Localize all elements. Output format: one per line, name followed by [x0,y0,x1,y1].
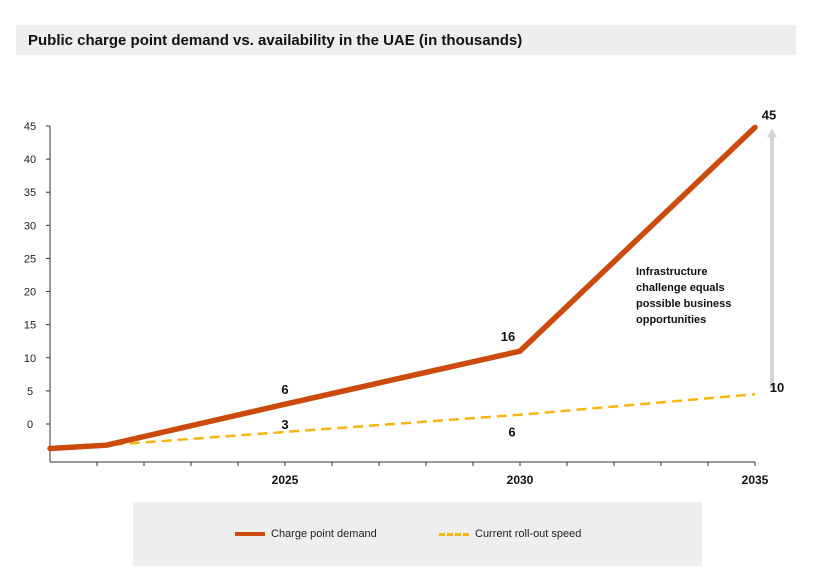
y-tick-label: 0 [27,419,33,431]
data-label-demand: 6 [281,382,288,397]
legend-swatch-rollout [439,532,469,536]
y-tick-label: 10 [24,353,36,365]
y-tick-label: 45 [24,121,36,133]
data-label-rollout: 10 [770,380,784,395]
series-line-rollout [49,392,756,452]
legend-swatch-demand [235,532,265,536]
legend: Charge point demand Current roll-out spe… [133,502,702,566]
chart-title: Public charge point demand vs. availabil… [28,32,523,49]
y-tick-label: 25 [24,253,36,265]
annotation-text: possible business [636,298,731,310]
y-tick-label: 35 [24,187,36,199]
data-label-demand: 45 [762,107,776,122]
annotation-text: Infrastructure [636,266,708,278]
y-tick-label: 5 [27,386,33,398]
data-label-rollout: 3 [281,417,288,432]
legend-label-rollout: Current roll-out speed [475,528,582,540]
data-label-demand: 16 [501,329,515,344]
x-tick-label: 2030 [507,473,534,487]
annotation-text: challenge equals [636,282,725,294]
x-tick-label: 2025 [272,473,299,487]
y-tick-label: 40 [24,154,36,166]
x-tick-label: 2035 [742,473,769,487]
legend-item-demand: Charge point demand [235,528,377,540]
y-tick-label: 20 [24,287,36,299]
title-bar: Public charge point demand vs. availabil… [16,25,796,55]
annotation-text: opportunities [636,314,706,326]
data-label-rollout: 6 [508,425,515,440]
legend-item-rollout: Current roll-out speed [439,528,581,540]
legend-label-demand: Charge point demand [271,528,377,540]
y-tick-label: 15 [24,320,36,332]
series-line-demand [47,124,758,452]
y-tick-label: 30 [24,220,36,232]
gap-arrow-head [767,128,777,138]
